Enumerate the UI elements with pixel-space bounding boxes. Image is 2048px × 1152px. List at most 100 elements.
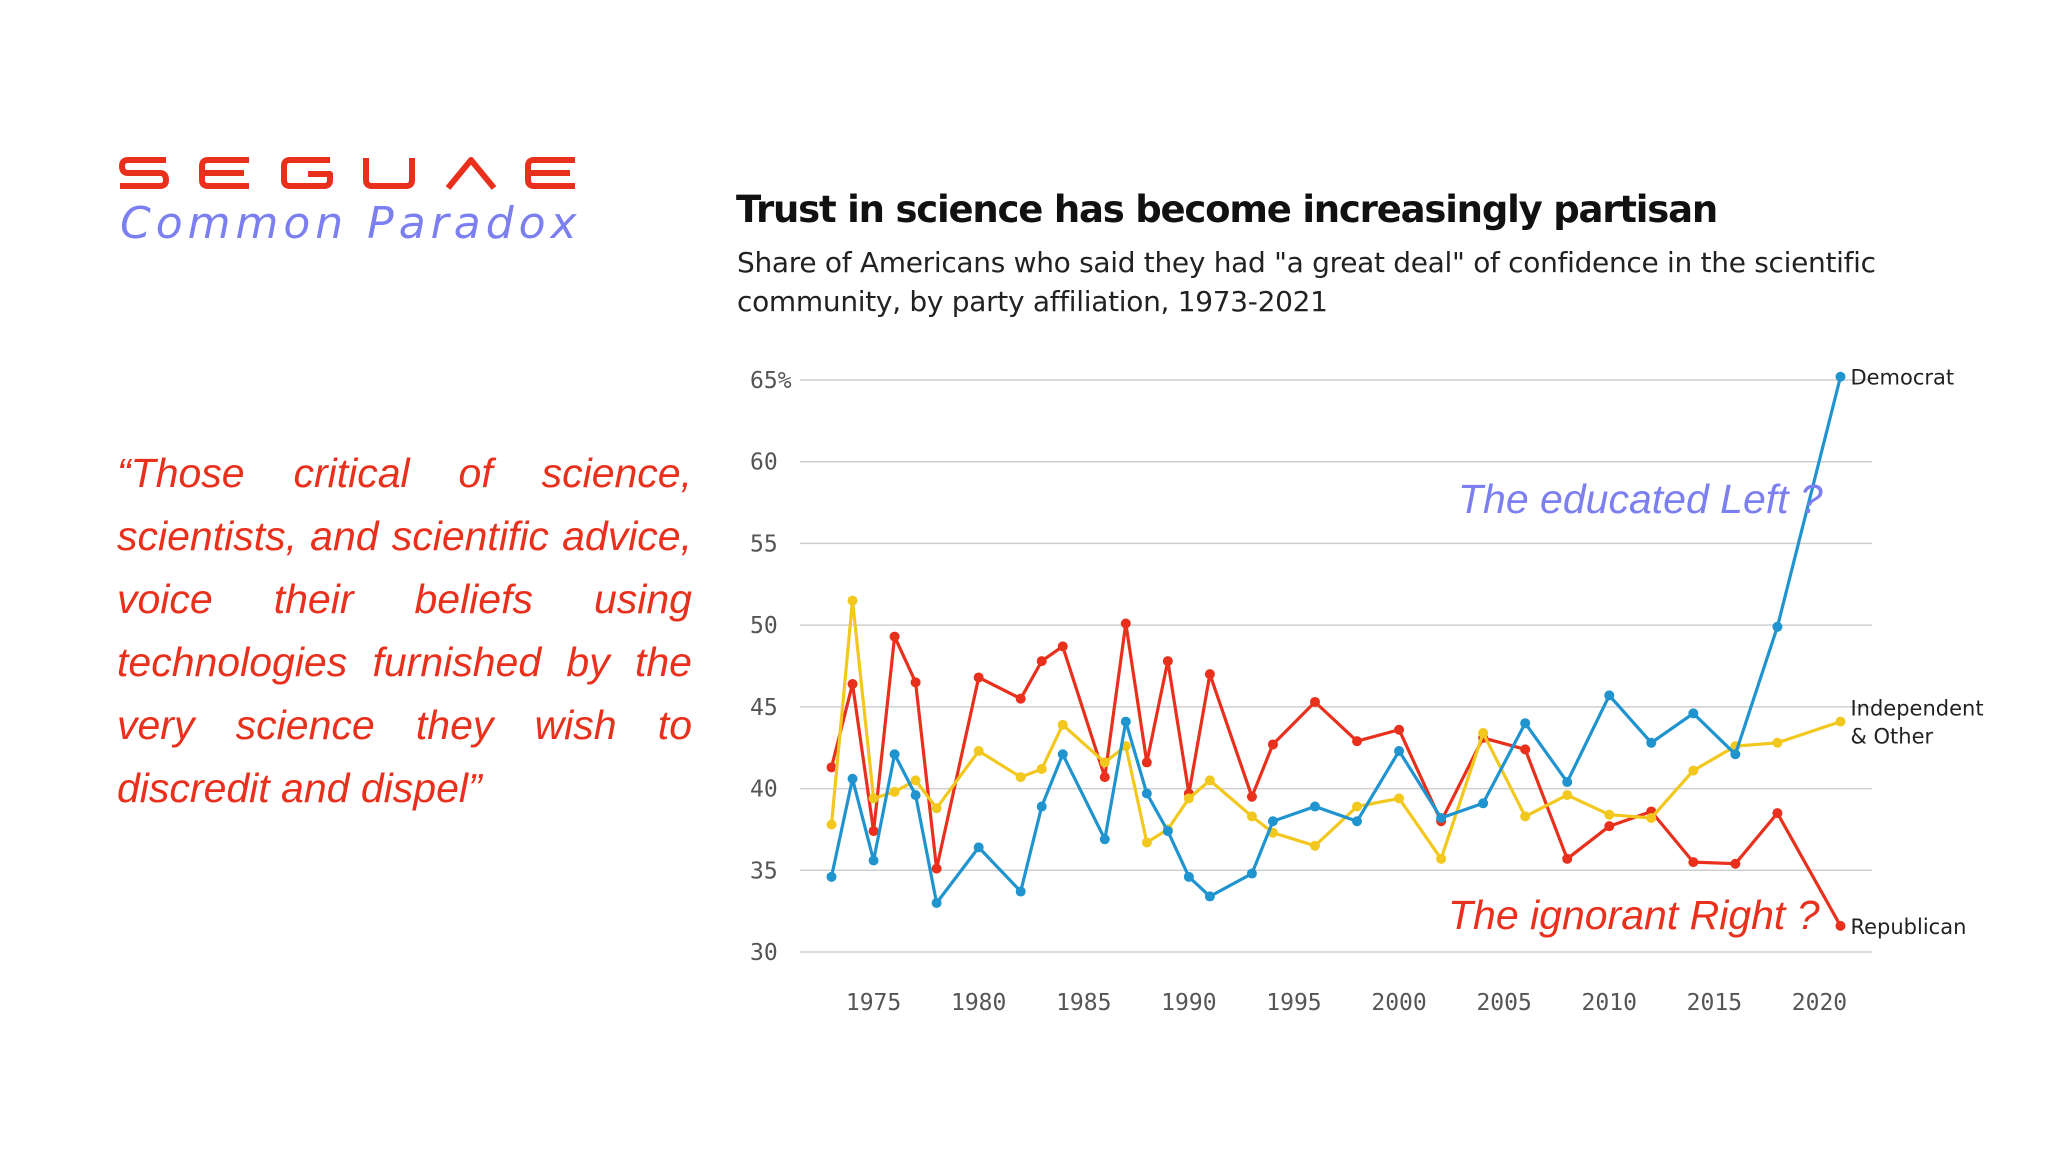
x-tick-label: 2015 (1687, 990, 1742, 1016)
data-point (910, 677, 921, 688)
data-point (1436, 812, 1447, 823)
data-point (1352, 736, 1363, 747)
y-tick-label: 45 (750, 695, 778, 721)
data-point (973, 842, 984, 853)
data-point (1478, 728, 1489, 739)
x-tick-label: 1985 (1056, 990, 1111, 1016)
data-point (1562, 790, 1573, 801)
data-point (1120, 716, 1131, 727)
x-tick-label: 1995 (1266, 990, 1321, 1016)
data-point (868, 826, 879, 837)
brand-logo (118, 150, 588, 196)
y-tick-label: 50 (750, 613, 778, 639)
data-point (1520, 811, 1531, 822)
data-point (847, 678, 858, 689)
data-point (1036, 801, 1047, 812)
quote-text: “Those critical of science, scientists, … (117, 450, 692, 811)
data-point (1099, 834, 1110, 845)
data-point (826, 762, 837, 773)
data-point (1246, 811, 1257, 822)
data-point (1246, 791, 1257, 802)
data-point (1036, 656, 1047, 667)
data-point (1394, 793, 1405, 804)
data-point (1478, 798, 1489, 809)
data-point (1057, 719, 1068, 730)
x-tick-label: 2020 (1792, 990, 1847, 1016)
brand-tagline: Common Paradox (120, 198, 582, 249)
data-point (1835, 371, 1846, 382)
data-point (931, 863, 942, 874)
data-point (1162, 656, 1173, 667)
data-point (868, 793, 879, 804)
x-tick-label: 1980 (951, 990, 1006, 1016)
data-point (1646, 812, 1657, 823)
data-point (1015, 772, 1026, 783)
data-point (1730, 858, 1741, 869)
data-point (973, 745, 984, 756)
seguae-wordmark (119, 157, 575, 190)
data-point (1772, 621, 1783, 632)
data-point (1772, 808, 1783, 819)
data-point (826, 871, 837, 882)
data-point (826, 819, 837, 830)
data-point (1204, 669, 1215, 680)
data-point (889, 749, 900, 760)
data-point (1772, 737, 1783, 748)
data-point (1688, 857, 1699, 868)
data-point (847, 773, 858, 784)
data-point (1141, 757, 1152, 768)
data-point (1015, 886, 1026, 897)
data-point (1835, 920, 1846, 931)
data-point (1520, 718, 1531, 729)
data-point (1520, 744, 1531, 755)
data-point (910, 775, 921, 786)
data-point (1267, 739, 1278, 750)
data-point (931, 803, 942, 814)
x-tick-label: 1990 (1161, 990, 1216, 1016)
data-point (1604, 821, 1615, 832)
data-point (1394, 745, 1405, 756)
y-tick-label: 60 (750, 450, 778, 476)
data-point (1099, 772, 1110, 783)
y-tick-label: 65% (750, 368, 792, 394)
series-label: Republican (1850, 915, 1966, 939)
y-tick-label: 40 (750, 777, 778, 803)
data-point (847, 595, 858, 606)
data-point (889, 631, 900, 642)
series-line-independent-other (829, 598, 1842, 861)
data-point (1120, 618, 1131, 629)
x-tick-label: 2005 (1476, 990, 1531, 1016)
y-tick-label: 30 (750, 940, 778, 966)
data-point (1141, 788, 1152, 799)
data-point (1688, 765, 1699, 776)
data-point (1730, 749, 1741, 760)
data-point (889, 786, 900, 797)
series-label: Independent (1850, 697, 1983, 721)
data-point (1562, 777, 1573, 788)
series-label: & Other (1850, 725, 1933, 749)
data-point (1436, 853, 1447, 864)
annotation-educated-left: The educated Left ? (1458, 476, 1823, 522)
data-point (910, 790, 921, 801)
data-point (1204, 891, 1215, 902)
data-point (1162, 826, 1173, 837)
data-point (931, 897, 942, 908)
annotation-ignorant-right: The ignorant Right ? (1448, 892, 1820, 938)
data-point (1183, 793, 1194, 804)
y-tick-label: 35 (750, 858, 778, 884)
data-point (1394, 724, 1405, 735)
data-point (1015, 693, 1026, 704)
data-point (1309, 696, 1320, 707)
data-point (1141, 837, 1152, 848)
x-tick-label: 2000 (1371, 990, 1426, 1016)
data-point (1562, 853, 1573, 864)
data-point (1604, 690, 1615, 701)
data-point (1309, 801, 1320, 812)
data-point (868, 855, 879, 866)
data-point (1183, 871, 1194, 882)
y-tick-label: 55 (750, 531, 778, 557)
data-point (1057, 749, 1068, 760)
data-point (1204, 775, 1215, 786)
data-point (1246, 868, 1257, 879)
